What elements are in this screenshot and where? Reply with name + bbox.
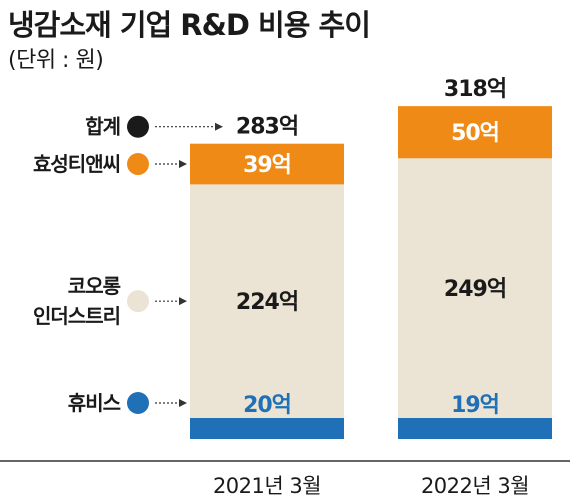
legend-label-hyosung: 효성티앤씨 <box>33 152 120 176</box>
total-label-1: 318억 <box>444 77 506 102</box>
unit-label: (단위 : 원) <box>8 48 104 73</box>
x-tick-label-1: 2022년 3월 <box>421 474 529 498</box>
legend-label-total: 합계 <box>85 115 120 139</box>
legend-item-huvis: 휴비스 <box>68 391 187 415</box>
value-label-huvis-0: 20억 <box>243 393 291 418</box>
value-label-hyosung-1: 50억 <box>451 121 499 146</box>
bar-segment-hyosung-1 <box>398 106 552 159</box>
legend-label-huvis: 휴비스 <box>68 391 121 415</box>
x-tick-label-0: 2021년 3월 <box>213 474 321 498</box>
value-label-huvis-1: 19억 <box>451 393 499 418</box>
legend-dot-kolon <box>127 290 149 313</box>
legend-dot-hyosung <box>127 153 149 176</box>
value-label-kolon-1: 249억 <box>444 277 506 302</box>
legend-dot-total <box>127 115 149 138</box>
bar-segment-huvis-1 <box>398 418 552 439</box>
legend-dot-huvis <box>127 392 149 414</box>
legend-item-total: 합계 <box>85 115 223 139</box>
legend-item-hyosung: 효성티앤씨 <box>33 152 187 176</box>
value-label-kolon-0: 224억 <box>236 290 298 315</box>
bar-segment-kolon-1 <box>398 158 552 418</box>
total-label-0: 283억 <box>236 115 298 140</box>
value-label-hyosung-0: 39억 <box>243 153 291 178</box>
legend-label-kolon: 코오롱 <box>68 274 121 298</box>
bar-segment-kolon-0 <box>190 184 344 418</box>
legend-label-kolon: 인더스트리 <box>33 304 120 328</box>
chart-title: 냉감소재 기업 R&D 비용 추이 <box>8 8 371 42</box>
bar-segment-hyosung-0 <box>190 143 344 185</box>
bar-segment-huvis-0 <box>190 418 344 439</box>
